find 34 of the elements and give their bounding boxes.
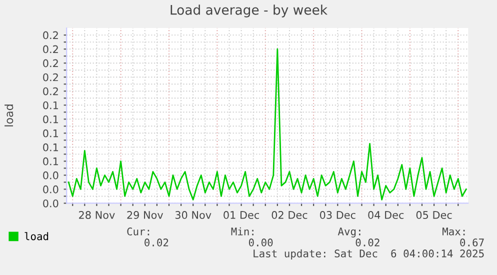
line-series — [68, 48, 467, 200]
y-tick-label: 0.1 — [43, 143, 58, 152]
x-tick-label: 30 Nov — [175, 211, 212, 219]
legend-label: load — [24, 232, 48, 240]
text: 0.67 — [460, 238, 484, 246]
y-tick-label: 0.2 — [43, 87, 58, 96]
y-tick-label: 0.1 — [43, 115, 58, 124]
y-tick-label: 0.2 — [43, 45, 58, 54]
text: 0.00 — [248, 238, 273, 246]
x-tick-label: 02 Dec — [272, 211, 308, 219]
text: Cur: — [127, 228, 150, 236]
y-tick-label: 0.0 — [43, 171, 58, 180]
chart-title: Load average - by week — [170, 4, 328, 18]
x-tick-label: 03 Dec — [320, 211, 356, 219]
text: Min: — [231, 227, 254, 236]
y-tick-label: 0.0 — [43, 185, 58, 194]
text: Avg: — [338, 228, 360, 238]
y-tick-label: 0.0 — [43, 199, 58, 208]
x-tick-label: 05 Dec — [416, 211, 452, 219]
y-tick-label: 0.1 — [43, 157, 58, 166]
y-axis-title: load — [4, 104, 14, 126]
text: Max: — [442, 228, 465, 236]
y-tick-label: 0.2 — [43, 31, 58, 40]
y-tick-label: 0.1 — [43, 101, 58, 110]
text: Last update: Sat Dec 6 04:00:14 2025 — [254, 249, 484, 260]
x-tick-label: 28 Nov — [79, 211, 115, 219]
x-tick-label: 04 Dec — [368, 211, 404, 219]
x-tick-label: 29 Nov — [127, 211, 164, 219]
text: 0.02 — [356, 238, 380, 246]
y-tick-label: 0.1 — [43, 129, 58, 138]
y-tick-label: 0.2 — [43, 59, 58, 68]
y-tick-label: 0.2 — [43, 73, 58, 82]
text: 0.02 — [144, 238, 168, 246]
x-tick-label: 01 Dec — [224, 211, 259, 219]
